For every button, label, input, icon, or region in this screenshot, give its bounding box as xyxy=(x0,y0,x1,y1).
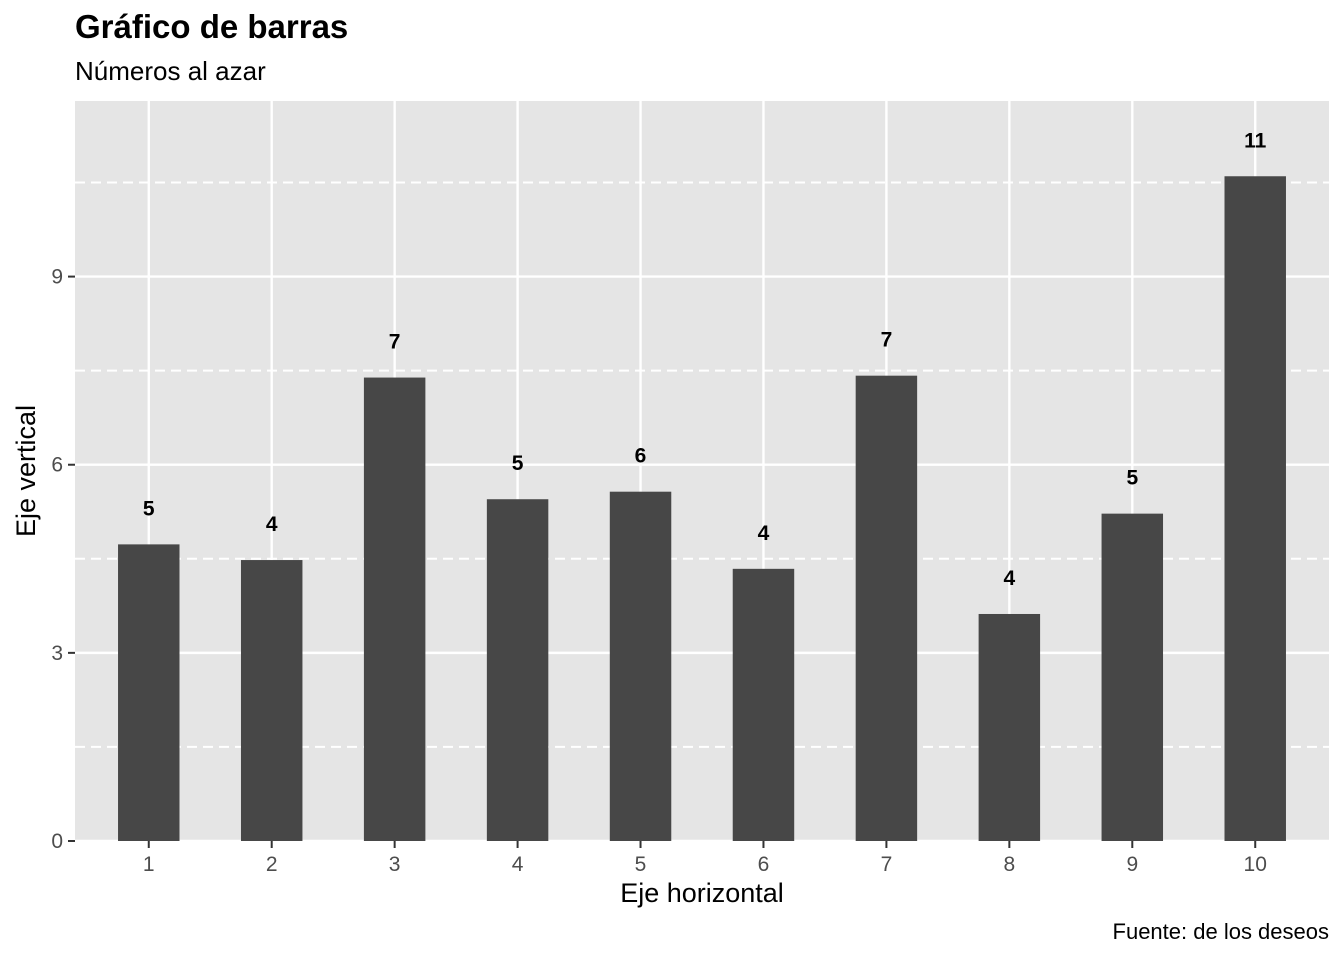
x-tick-label-2: 2 xyxy=(266,853,278,876)
bar-4 xyxy=(486,499,549,841)
bar-2 xyxy=(240,560,303,841)
bars-layer xyxy=(118,176,1286,841)
bar-10 xyxy=(1224,176,1286,841)
y-tick-label: 9 xyxy=(51,266,63,289)
value-label-4: 5 xyxy=(512,452,524,475)
x-tick-label-3: 3 xyxy=(389,853,401,876)
bar-8 xyxy=(978,613,1041,841)
x-tick-label-4: 4 xyxy=(512,853,524,876)
bar-6 xyxy=(732,568,795,841)
value-label-2: 4 xyxy=(266,513,278,536)
x-tick-label-10: 10 xyxy=(1244,853,1267,876)
value-label-8: 4 xyxy=(1004,567,1016,590)
bar-3 xyxy=(363,377,426,841)
value-label-6: 4 xyxy=(758,522,770,545)
value-label-7: 7 xyxy=(881,329,893,352)
value-label-5: 6 xyxy=(635,445,647,468)
value-label-3: 7 xyxy=(389,331,401,354)
x-tick-label-8: 8 xyxy=(1004,853,1016,876)
bar-9 xyxy=(1101,513,1164,841)
value-label-9: 5 xyxy=(1126,467,1138,490)
bar-7 xyxy=(855,375,918,841)
chart-title: Gráfico de barras xyxy=(75,8,349,45)
x-tick-label-5: 5 xyxy=(635,853,647,876)
x-tick-label-9: 9 xyxy=(1126,853,1138,876)
value-label-10: 11 xyxy=(1244,129,1267,152)
y-axis-title: Eje vertical xyxy=(11,405,41,537)
x-tick-label-1: 1 xyxy=(143,853,155,876)
x-tick-label-6: 6 xyxy=(758,853,770,876)
x-tick-label-7: 7 xyxy=(881,853,893,876)
chart-caption: Fuente: de los deseos xyxy=(1112,919,1329,944)
chart-subtitle: Números al azar xyxy=(75,56,266,86)
bar-1 xyxy=(118,544,180,841)
y-tick-label: 6 xyxy=(51,454,63,477)
value-label-1: 5 xyxy=(143,497,155,520)
bar-5 xyxy=(609,491,672,841)
value-labels-layer: 5 4 7 5 6 4 7 4 5 11 xyxy=(143,129,1267,590)
y-tick-label: 3 xyxy=(51,642,63,665)
y-tick-label: 0 xyxy=(51,830,63,853)
x-axis-title: Eje horizontal xyxy=(620,878,784,908)
